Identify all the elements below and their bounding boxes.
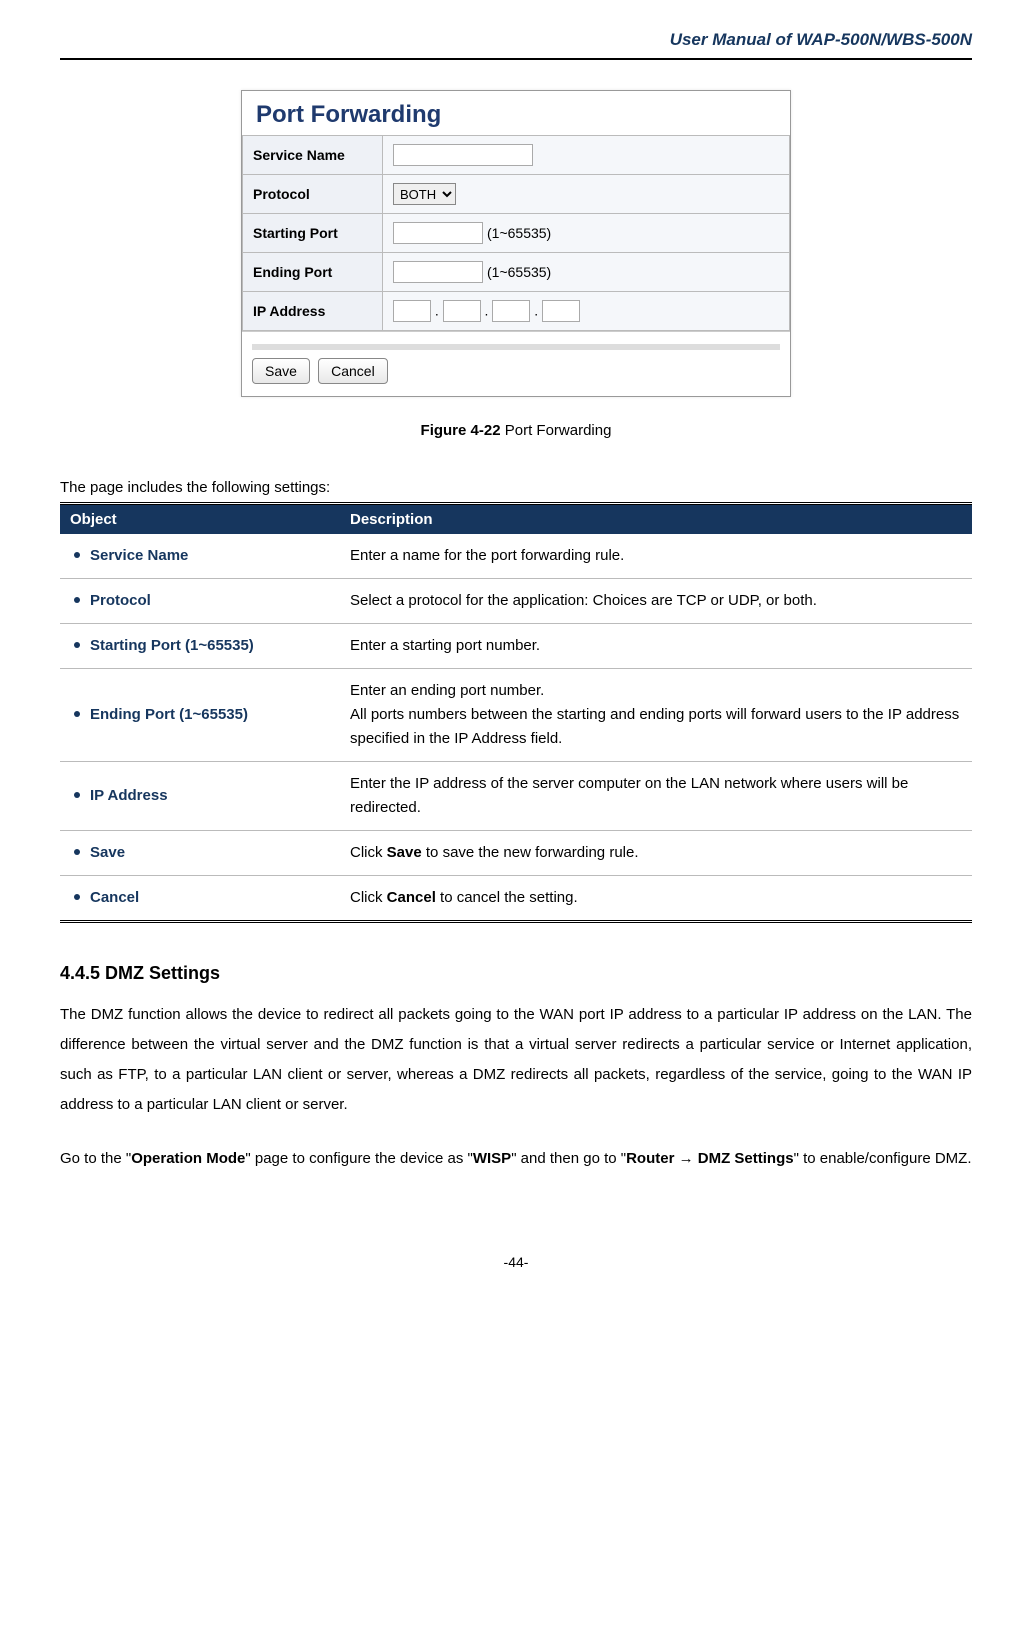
settings-object-cell: Service Name — [60, 534, 340, 579]
settings-header-object: Object — [60, 504, 340, 535]
settings-object-cell: IP Address — [60, 762, 340, 831]
bullet-icon — [74, 849, 80, 855]
ip-octet-3-input[interactable] — [492, 300, 530, 322]
port-forwarding-panel: Port Forwarding Service Name Protocol BO… — [241, 90, 791, 397]
settings-object-cell: Ending Port (1~65535) — [60, 669, 340, 762]
figure-caption: Figure 4-22 Port Forwarding — [60, 422, 972, 439]
protocol-select[interactable]: BOTH — [393, 183, 456, 205]
button-row-bar — [252, 344, 780, 350]
settings-description-cell: Click Save to save the new forwarding ru… — [340, 831, 972, 876]
bullet-icon — [74, 792, 80, 798]
bullet-icon — [74, 711, 80, 717]
settings-description-cell: Enter an ending port number.All ports nu… — [340, 669, 972, 762]
ip-address-cell: . . . — [383, 292, 790, 331]
ending-port-input[interactable] — [393, 261, 483, 283]
settings-object-text: Protocol — [90, 592, 151, 609]
para2-b3: Router — [626, 1150, 679, 1167]
page-number: -44- — [60, 1254, 972, 1270]
figure-caption-text: Port Forwarding — [505, 422, 612, 439]
starting-port-label: Starting Port — [243, 214, 383, 253]
settings-object-text: Starting Port (1~65535) — [90, 637, 254, 654]
section-heading: 4.4.5 DMZ Settings — [60, 963, 972, 984]
para2-post: " to enable/configure DMZ. — [794, 1150, 972, 1167]
panel-title: Port Forwarding — [242, 91, 790, 135]
settings-description-cell: Enter a name for the port forwarding rul… — [340, 534, 972, 579]
settings-object-text: Cancel — [90, 889, 139, 906]
starting-port-cell: (1~65535) — [383, 214, 790, 253]
bullet-icon — [74, 597, 80, 603]
table-row: Service Name Enter a name for the port fo… — [60, 534, 972, 579]
para2-arrow: → — [679, 1150, 694, 1167]
ending-port-label: Ending Port — [243, 253, 383, 292]
para2-b4: DMZ Settings — [694, 1150, 794, 1167]
settings-object-cell: Protocol — [60, 579, 340, 624]
ip-address-label: IP Address — [243, 292, 383, 331]
settings-object-text: Save — [90, 844, 125, 861]
port-forwarding-form: Service Name Protocol BOTH Starting Port… — [242, 135, 790, 331]
settings-object-cell: Starting Port (1~65535) — [60, 624, 340, 669]
starting-port-input[interactable] — [393, 222, 483, 244]
para2-mid2: " and then go to " — [511, 1150, 626, 1167]
bullet-icon — [74, 642, 80, 648]
settings-description-cell: Select a protocol for the application: C… — [340, 579, 972, 624]
settings-object-cell: Cancel — [60, 876, 340, 922]
ip-octet-1-input[interactable] — [393, 300, 431, 322]
figure-number: Figure 4-22 — [421, 422, 501, 439]
settings-object-text: Service Name — [90, 547, 188, 564]
para2-mid1: " page to configure the device as " — [245, 1150, 472, 1167]
settings-description-cell: Enter a starting port number. — [340, 624, 972, 669]
table-row: Save Click Save to save the new forwardin… — [60, 831, 972, 876]
bullet-icon — [74, 552, 80, 558]
protocol-cell: BOTH — [383, 175, 790, 214]
table-row: Starting Port (1~65535) Enter a starting … — [60, 624, 972, 669]
header-rule — [60, 58, 972, 60]
para2-b1: Operation Mode — [131, 1150, 245, 1167]
ending-port-cell: (1~65535) — [383, 253, 790, 292]
ip-octet-4-input[interactable] — [542, 300, 580, 322]
table-row: IP Address Enter the IP address of the se… — [60, 762, 972, 831]
ip-octet-2-input[interactable] — [443, 300, 481, 322]
table-row: Ending Port (1~65535) Enter an ending por… — [60, 669, 972, 762]
save-button[interactable]: Save — [252, 358, 310, 384]
settings-table: Object Description Service Name Enter a n… — [60, 502, 972, 923]
protocol-label: Protocol — [243, 175, 383, 214]
section-para-1: The DMZ function allows the device to re… — [60, 1000, 972, 1120]
para2-pre: Go to the " — [60, 1150, 131, 1167]
cancel-button[interactable]: Cancel — [318, 358, 388, 384]
button-row: Save Cancel — [242, 331, 790, 396]
ending-port-hint: (1~65535) — [487, 264, 551, 280]
service-name-cell — [383, 136, 790, 175]
settings-object-cell: Save — [60, 831, 340, 876]
bullet-icon — [74, 894, 80, 900]
settings-object-text: Ending Port (1~65535) — [90, 706, 248, 723]
settings-description-cell: Enter the IP address of the server compu… — [340, 762, 972, 831]
starting-port-hint: (1~65535) — [487, 225, 551, 241]
service-name-input[interactable] — [393, 144, 533, 166]
settings-object-text: IP Address — [90, 787, 168, 804]
table-row: Cancel Click Cancel to cancel the setting… — [60, 876, 972, 922]
settings-description-cell: Click Cancel to cancel the setting. — [340, 876, 972, 922]
section-para-2: Go to the "Operation Mode" page to confi… — [60, 1144, 972, 1174]
table-row: Protocol Select a protocol for the applic… — [60, 579, 972, 624]
page-header-title: User Manual of WAP-500N/WBS-500N — [60, 30, 972, 58]
service-name-label: Service Name — [243, 136, 383, 175]
settings-intro: The page includes the following settings… — [60, 479, 972, 496]
settings-header-description: Description — [340, 504, 972, 535]
para2-b2: WISP — [473, 1150, 511, 1167]
